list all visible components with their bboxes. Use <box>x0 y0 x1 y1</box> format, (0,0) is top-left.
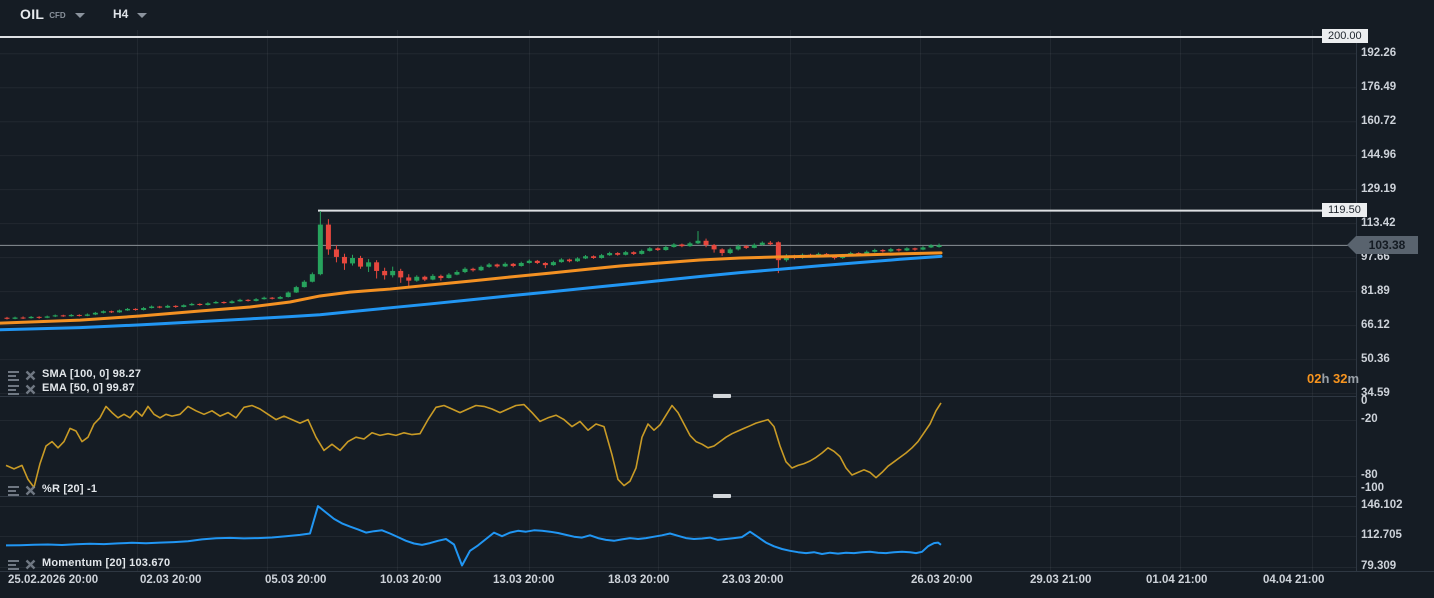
time-tick-label: 01.04 21:00 <box>1146 574 1208 586</box>
legend-row-ema: EMA [50, 0] 99.87 <box>8 381 135 395</box>
time-tick-label: 10.03 20:00 <box>380 574 442 586</box>
pane-resize-handle[interactable] <box>713 494 731 498</box>
chart-toolbar: OIL CFD H4 <box>0 0 1434 28</box>
indicator-settings-icon[interactable] <box>8 368 21 381</box>
timeframe-label: H4 <box>113 7 129 21</box>
price-tick-label: 129.19 <box>1361 182 1397 195</box>
legend-row-sma: SMA [100, 0] 98.27 <box>8 367 142 381</box>
time-tick-label: 26.03 20:00 <box>911 574 973 586</box>
symbol-name: OIL <box>20 6 45 22</box>
price-tick-label: 34.59 <box>1361 386 1390 399</box>
price-tick-label: 192.26 <box>1361 46 1397 59</box>
indicator-label-wpr[interactable]: %R [20] -1 <box>42 482 98 495</box>
time-tick-label: 13.03 20:00 <box>493 574 555 586</box>
price-tick-label: 81.89 <box>1361 284 1390 297</box>
timeframe-selector[interactable]: H4 <box>113 0 148 28</box>
indicator-remove-icon[interactable] <box>25 483 38 496</box>
price-tick-label: 66.12 <box>1361 318 1390 331</box>
grid-lines <box>0 30 1356 571</box>
wpr-tick-label: -100 <box>1361 482 1385 494</box>
bar-close-countdown: 02h 32m <box>1307 371 1359 386</box>
indicator-remove-icon[interactable] <box>25 368 38 381</box>
price-tick-label: 50.36 <box>1361 352 1390 365</box>
momentum-tick-label: 112.705 <box>1361 529 1402 541</box>
moving-average-lines <box>0 251 943 332</box>
countdown-hours-unit: h <box>1321 371 1330 386</box>
legend-row-wpr: %R [20] -1 <box>8 482 98 496</box>
wpr-tick-label: -20 <box>1361 413 1378 425</box>
time-tick-label: 05.03 20:00 <box>265 574 327 586</box>
time-tick-label: 25.02.2026 20:00 <box>8 574 99 586</box>
price-tick-label: 160.72 <box>1361 114 1397 127</box>
williams-percent-r-line <box>5 402 942 489</box>
time-tick-label: 23.03 20:00 <box>722 574 784 586</box>
level-line-label-200[interactable]: 200.00 <box>1322 29 1368 43</box>
indicator-settings-icon[interactable] <box>8 483 21 496</box>
momentum-tick-label: 146.102 <box>1361 499 1403 511</box>
current-price-tag: 103.38 <box>1347 236 1418 254</box>
wpr-tick-label: 0 <box>1361 395 1368 407</box>
indicator-label-sma[interactable]: SMA [100, 0] 98.27 <box>42 367 142 380</box>
indicator-remove-icon[interactable] <box>25 557 38 570</box>
pane-separators <box>0 29 1434 572</box>
price-tick-label: 144.96 <box>1361 148 1397 161</box>
chevron-down-icon <box>74 12 85 18</box>
indicator-label-momentum[interactable]: Momentum [20] 103.670 <box>42 556 171 569</box>
pane-resize-handle[interactable] <box>713 394 731 398</box>
time-tick-label: 02.03 20:00 <box>140 574 202 586</box>
wpr-tick-label: -80 <box>1361 469 1378 481</box>
instrument-type-label: CFD <box>49 11 66 20</box>
chevron-down-icon <box>137 12 148 18</box>
symbol-selector[interactable]: OIL CFD <box>20 0 85 28</box>
time-tick-label: 18.03 20:00 <box>608 574 670 586</box>
time-tick-label: 04.04 21:00 <box>1263 574 1325 586</box>
indicator-settings-icon[interactable] <box>8 382 21 395</box>
indicator-remove-icon[interactable] <box>25 382 38 395</box>
level-line-label-119[interactable]: 119.50 <box>1322 203 1367 217</box>
price-tick-label: 113.42 <box>1361 216 1396 229</box>
momentum-line <box>5 505 942 567</box>
countdown-hours: 02 <box>1307 371 1322 386</box>
countdown-minutes: 32 <box>1333 371 1348 386</box>
countdown-minutes-unit: m <box>1347 371 1360 386</box>
indicator-settings-icon[interactable] <box>8 557 21 570</box>
candlestick-series <box>4 211 942 320</box>
indicator-label-ema[interactable]: EMA [50, 0] 99.87 <box>42 381 135 394</box>
time-tick-label: 29.03 21:00 <box>1030 574 1092 586</box>
momentum-tick-label: 79.309 <box>1361 560 1397 572</box>
horizontal-level-lines[interactable] <box>0 36 1356 246</box>
legend-row-momentum: Momentum [20] 103.670 <box>8 556 171 570</box>
price-tick-label: 176.49 <box>1361 80 1397 93</box>
